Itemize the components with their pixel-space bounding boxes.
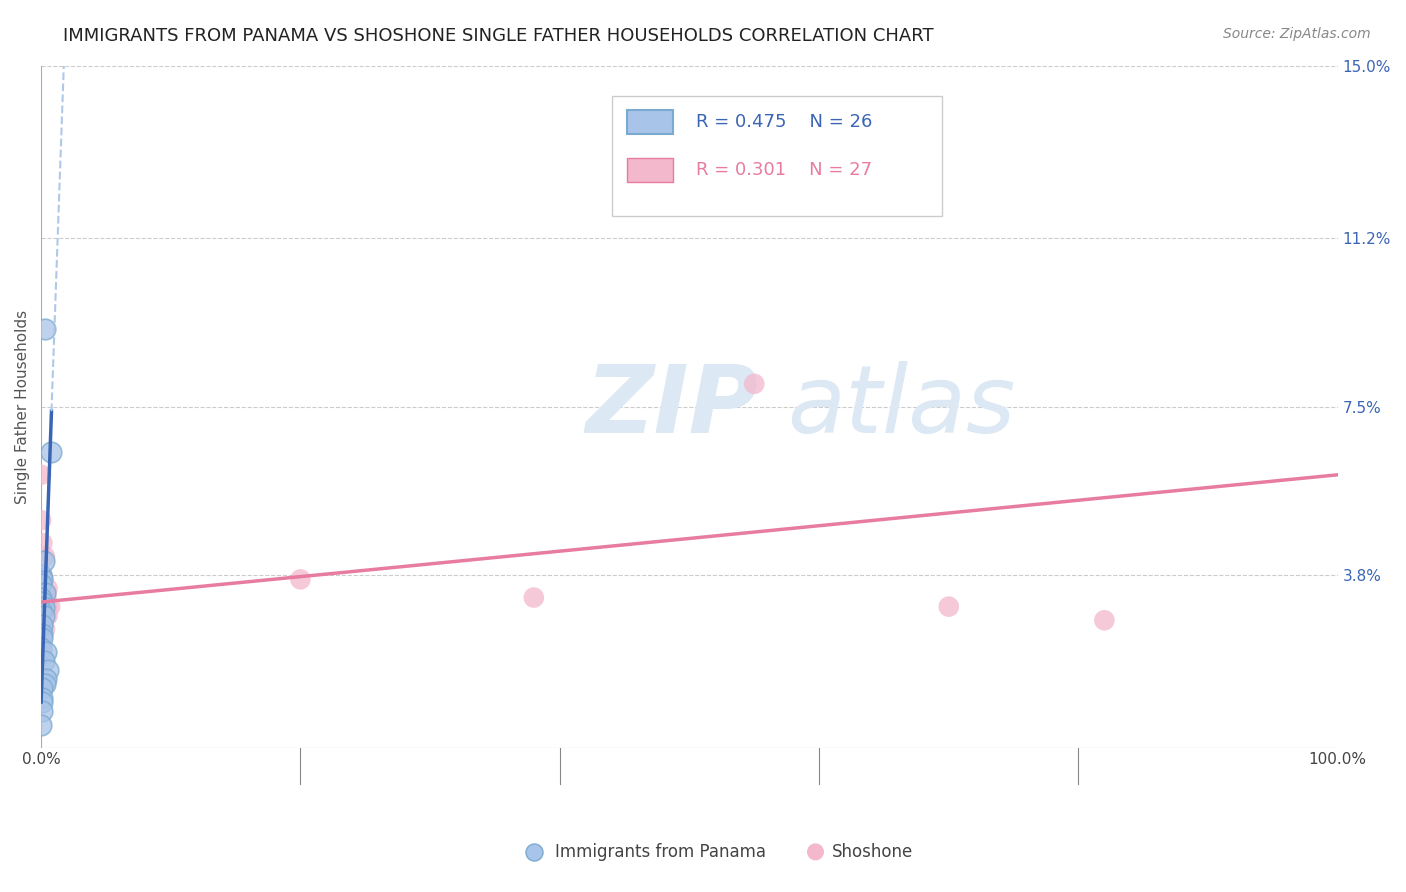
Point — [742, 376, 765, 391]
Point — [31, 567, 53, 582]
Point — [31, 704, 53, 718]
Point — [31, 695, 53, 709]
Point — [523, 591, 546, 605]
Point — [30, 718, 52, 732]
Point — [30, 640, 52, 655]
Point — [39, 599, 62, 614]
Point — [32, 554, 55, 568]
Text: IMMIGRANTS FROM PANAMA VS SHOSHONE SINGLE FATHER HOUSEHOLDS CORRELATION CHART: IMMIGRANTS FROM PANAMA VS SHOSHONE SINGL… — [63, 27, 934, 45]
Point — [31, 573, 53, 587]
Text: atlas: atlas — [787, 361, 1015, 452]
Point — [938, 599, 960, 614]
Text: R = 0.475    N = 26: R = 0.475 N = 26 — [696, 113, 872, 131]
Point — [30, 513, 52, 527]
Point — [31, 690, 53, 705]
Point — [35, 645, 58, 659]
Point — [32, 599, 55, 614]
Point — [32, 595, 55, 609]
Text: Source: ZipAtlas.com: Source: ZipAtlas.com — [1223, 27, 1371, 41]
Point — [31, 617, 53, 632]
Point — [30, 582, 52, 596]
Point — [31, 595, 53, 609]
Point — [41, 445, 63, 459]
Point — [31, 577, 53, 591]
Bar — [627, 158, 672, 182]
Point — [34, 677, 56, 691]
Point — [32, 617, 55, 632]
Point — [290, 573, 312, 587]
Text: Immigrants from Panama: Immigrants from Panama — [555, 843, 766, 861]
Point — [37, 582, 59, 596]
Point — [35, 673, 58, 687]
Y-axis label: Single Father Households: Single Father Households — [15, 310, 30, 504]
Point — [34, 549, 56, 564]
Point — [782, 536, 804, 550]
Point — [37, 608, 59, 623]
Point — [30, 604, 52, 618]
Point — [1092, 613, 1115, 627]
Point — [31, 536, 53, 550]
Point — [31, 627, 53, 641]
Point — [523, 536, 546, 550]
Text: R = 0.301    N = 27: R = 0.301 N = 27 — [696, 161, 872, 178]
Point — [30, 567, 52, 582]
Point — [32, 608, 55, 623]
Point — [37, 663, 59, 677]
Point — [31, 681, 53, 696]
Point — [37, 599, 59, 614]
Point — [30, 577, 52, 591]
Point — [30, 591, 52, 605]
Text: ZIP: ZIP — [586, 360, 759, 452]
Point — [35, 586, 58, 600]
Point — [32, 654, 55, 668]
Point — [32, 617, 55, 632]
FancyBboxPatch shape — [612, 96, 942, 216]
Point — [32, 573, 55, 587]
Point — [34, 623, 56, 637]
Point — [34, 604, 56, 618]
Point — [34, 322, 56, 336]
Point — [35, 591, 58, 605]
Point — [32, 649, 55, 664]
Bar — [627, 110, 672, 134]
Text: Shoshone: Shoshone — [832, 843, 914, 861]
Point — [30, 467, 52, 482]
Point — [31, 627, 53, 641]
Point — [31, 636, 53, 650]
Point — [31, 632, 53, 646]
Point — [34, 586, 56, 600]
